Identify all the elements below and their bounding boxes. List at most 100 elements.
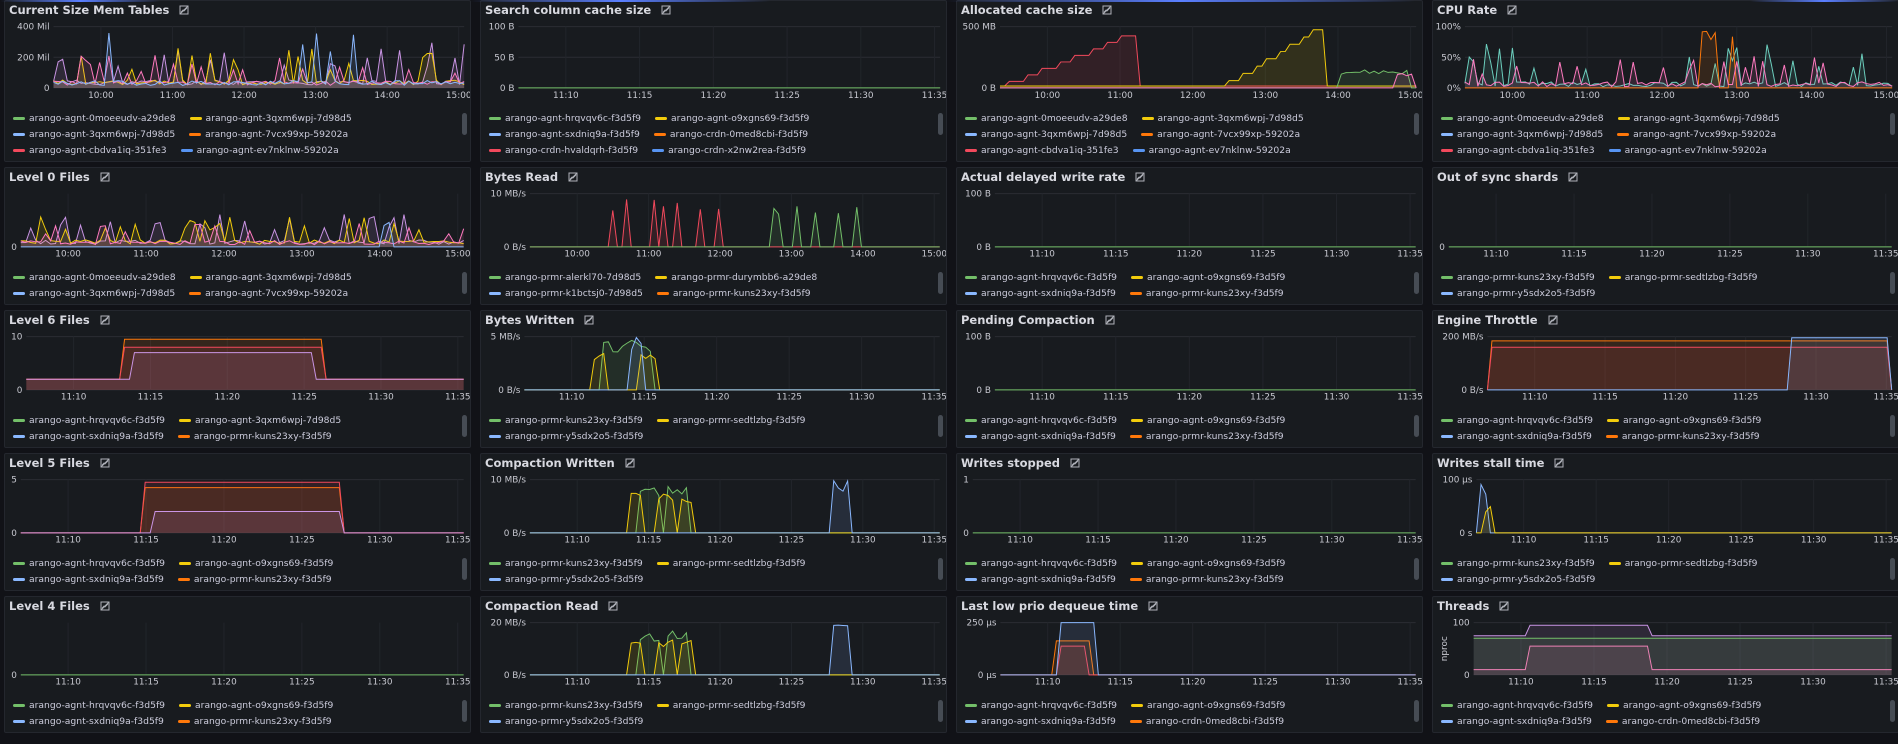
panel-title[interactable]: Actual delayed write rate (961, 170, 1145, 184)
legend-scrollbar[interactable] (462, 415, 467, 437)
no-data-chart-icon[interactable] (100, 601, 110, 611)
legend-item[interactable]: arango-agnt-0moeeudv-a29de8 (13, 270, 176, 286)
legend-item[interactable]: arango-agnt-hrqvqv6c-f3d5f9 (1441, 413, 1593, 429)
legend-item[interactable]: arango-agnt-cbdva1iq-351fe3 (13, 143, 167, 159)
legend-item[interactable]: arango-prmr-kuns23xy-f3d5f9 (1441, 556, 1595, 572)
timeseries-chart[interactable]: 200 MB/s 0 B/s 11:10 11:15 11:20 11:25 11:30 11… (1433, 311, 1898, 447)
legend-item[interactable]: arango-prmr-y5sdx2o5-f3d5f9 (489, 429, 643, 445)
legend-item[interactable]: arango-crdn-0med8cbi-f3d5f9 (1605, 714, 1760, 730)
legend-item[interactable]: arango-agnt-hrqvqv6c-f3d5f9 (965, 413, 1117, 429)
legend-item[interactable]: arango-agnt-sxdniq9a-f3d5f9 (965, 572, 1116, 588)
timeseries-chart[interactable]: 0 10:00 11:00 12:00 13:00 14:00 15:00 (5, 168, 470, 304)
timeseries-chart[interactable]: 100% 50% 0% 10:00 11:00 12:00 13:00 14:00 15:00 (1433, 1, 1898, 161)
panel-title[interactable]: Search column cache size (485, 3, 671, 17)
panel-bytes-written[interactable]: Bytes Written 5 MB/s 0 B/s 11:10 11:15 11:20 1… (480, 310, 947, 448)
legend-scrollbar[interactable] (462, 113, 467, 135)
timeseries-chart[interactable]: 250 µs 0 µs 11:10 11:15 11:20 11:25 11:30 11:35 (957, 597, 1422, 732)
legend-item[interactable]: arango-agnt-ev7nklnw-59202a (1608, 143, 1767, 159)
timeseries-chart[interactable]: 100 µs 0 s 11:10 11:15 11:20 11:25 11:30 11:35 (1433, 454, 1898, 590)
legend-item[interactable]: arango-agnt-hrqvqv6c-f3d5f9 (13, 556, 165, 572)
legend-item[interactable]: arango-agnt-o9xgns69-f3d5f9 (1131, 556, 1285, 572)
legend-item[interactable]: arango-agnt-hrqvqv6c-f3d5f9 (965, 698, 1117, 714)
legend-item[interactable]: arango-agnt-hrqvqv6c-f3d5f9 (1441, 698, 1593, 714)
legend-item[interactable]: arango-agnt-hrqvqv6c-f3d5f9 (489, 111, 641, 127)
legend-item[interactable]: arango-prmr-k1bctsj0-7d98d5 (489, 286, 643, 302)
timeseries-chart[interactable]: 10 0 11:10 11:15 11:20 11:25 11:30 11:35 (5, 311, 470, 447)
panel-last-low-prio-dequeue-time[interactable]: Last low prio dequeue time 250 µs 0 µs 11:1… (956, 596, 1423, 733)
no-data-chart-icon[interactable] (1102, 5, 1112, 15)
no-data-chart-icon[interactable] (1148, 601, 1158, 611)
no-data-chart-icon[interactable] (1135, 172, 1145, 182)
no-data-chart-icon[interactable] (568, 172, 578, 182)
legend-item[interactable]: arango-agnt-ev7nklnw-59202a (180, 143, 339, 159)
panel-compaction-written[interactable]: Compaction Written 10 MB/s 0 B/s 11:10 11:15… (480, 453, 947, 591)
panel-cpu-rate[interactable]: CPU Rate 100% 50% 0% 10:00 11:00 12:00 13:00 14:… (1432, 0, 1898, 162)
legend-item[interactable]: arango-agnt-sxdniq9a-f3d5f9 (1441, 429, 1592, 445)
panel-actual-delayed-write-rate[interactable]: Actual delayed write rate 100 B 0 B 11:10 11… (956, 167, 1423, 305)
legend-scrollbar[interactable] (462, 558, 467, 580)
legend-item[interactable]: arango-agnt-o9xgns69-f3d5f9 (179, 556, 333, 572)
legend-item[interactable]: arango-crdn-0med8cbi-f3d5f9 (653, 127, 808, 143)
legend-item[interactable]: arango-prmr-kuns23xy-f3d5f9 (177, 714, 332, 730)
panel-title[interactable]: Level 5 Files (9, 456, 110, 470)
legend-item[interactable]: arango-agnt-o9xgns69-f3d5f9 (1131, 413, 1285, 429)
legend-item[interactable]: arango-prmr-kuns23xy-f3d5f9 (177, 429, 332, 445)
legend-item[interactable]: arango-agnt-sxdniq9a-f3d5f9 (489, 127, 640, 143)
panel-title[interactable]: Level 0 Files (9, 170, 110, 184)
legend-item[interactable]: arango-agnt-3qxm6wpj-7d98d5 (179, 413, 341, 429)
legend-item[interactable]: arango-agnt-0moeeudv-a29de8 (13, 111, 176, 127)
legend-item[interactable]: arango-agnt-3qxm6wpj-7d98d5 (1617, 111, 1780, 127)
legend-item[interactable]: arango-prmr-kuns23xy-f3d5f9 (1129, 286, 1284, 302)
legend-item[interactable]: arango-prmr-kuns23xy-f3d5f9 (1605, 429, 1760, 445)
legend-item[interactable]: arango-agnt-7vcx99xp-59202a (1141, 127, 1300, 143)
panel-level-6-files[interactable]: Level 6 Files 10 0 11:10 11:15 11:20 11:25 11:3… (4, 310, 471, 448)
panel-title[interactable]: Writes stall time (1437, 456, 1564, 470)
legend-item[interactable]: arango-prmr-kuns23xy-f3d5f9 (489, 698, 643, 714)
legend-scrollbar[interactable] (1890, 272, 1895, 294)
no-data-chart-icon[interactable] (1507, 5, 1517, 15)
legend-item[interactable]: arango-agnt-ev7nklnw-59202a (1132, 143, 1291, 159)
legend-item[interactable]: arango-agnt-7vcx99xp-59202a (189, 127, 348, 143)
no-data-chart-icon[interactable] (625, 458, 635, 468)
panel-title[interactable]: Threads (1437, 599, 1509, 613)
panel-level-0-files[interactable]: Level 0 Files 0 10:00 11:00 12:00 13:00 14:00 1… (4, 167, 471, 305)
timeseries-chart[interactable]: 500 MB 0 B 10:00 11:00 12:00 13:00 14:00 15:00 (957, 1, 1422, 161)
timeseries-chart[interactable]: 20 MB/s 0 B/s 11:10 11:15 11:20 11:25 11:30 11:… (481, 597, 946, 732)
legend-item[interactable]: arango-agnt-sxdniq9a-f3d5f9 (13, 429, 164, 445)
legend-item[interactable]: arango-agnt-o9xgns69-f3d5f9 (1607, 698, 1761, 714)
legend-scrollbar[interactable] (1414, 415, 1419, 437)
timeseries-chart[interactable]: 100 B 0 B 11:10 11:15 11:20 11:25 11:30 11:35 (957, 311, 1422, 447)
legend-item[interactable]: arango-prmr-y5sdx2o5-f3d5f9 (489, 714, 643, 730)
no-data-chart-icon[interactable] (661, 5, 671, 15)
legend-item[interactable]: arango-agnt-o9xgns69-f3d5f9 (1607, 413, 1761, 429)
timeseries-chart[interactable]: 10 MB/s 0 B/s 11:10 11:15 11:20 11:25 11:30 11:… (481, 454, 946, 590)
no-data-chart-icon[interactable] (1105, 315, 1115, 325)
legend-item[interactable]: arango-agnt-o9xgns69-f3d5f9 (179, 698, 333, 714)
legend-item[interactable]: arango-prmr-sedtlzbg-f3d5f9 (656, 413, 806, 429)
panel-engine-throttle[interactable]: Engine Throttle 200 MB/s 0 B/s 11:10 11:15 11… (1432, 310, 1898, 448)
legend-scrollbar[interactable] (1414, 700, 1419, 722)
panel-title[interactable]: CPU Rate (1437, 3, 1517, 17)
panel-allocated-cache-size[interactable]: Allocated cache size 500 MB 0 B 10:00 11:00 1… (956, 0, 1423, 162)
legend-item[interactable]: arango-prmr-y5sdx2o5-f3d5f9 (1441, 286, 1595, 302)
legend-item[interactable]: arango-prmr-sedtlzbg-f3d5f9 (1608, 270, 1758, 286)
legend-item[interactable]: arango-prmr-kuns23xy-f3d5f9 (177, 572, 332, 588)
timeseries-chart[interactable]: 5 MB/s 0 B/s 11:10 11:15 11:20 11:25 11:30 11:3… (481, 311, 946, 447)
panel-pending-compaction[interactable]: Pending Compaction 100 B 0 B 11:10 11:15 11:2… (956, 310, 1423, 448)
no-data-chart-icon[interactable] (1548, 315, 1558, 325)
panel-current-size-mem-tables[interactable]: Current Size Mem Tables 400 Mil 200 Mil 0 10… (4, 0, 471, 162)
legend-item[interactable]: arango-agnt-7vcx99xp-59202a (189, 286, 348, 302)
legend-item[interactable]: arango-prmr-y5sdx2o5-f3d5f9 (1441, 572, 1595, 588)
timeseries-chart[interactable]: 5 0 11:10 11:15 11:20 11:25 11:30 11:35 (5, 454, 470, 590)
panel-threads[interactable]: Threads nproc 100 0 11:10 11:15 11:20 11:25 11:3… (1432, 596, 1898, 733)
no-data-chart-icon[interactable] (100, 172, 110, 182)
legend-item[interactable]: arango-prmr-sedtlzbg-f3d5f9 (1608, 556, 1758, 572)
legend-item[interactable]: arango-prmr-sedtlzbg-f3d5f9 (656, 556, 806, 572)
legend-item[interactable]: arango-agnt-hrqvqv6c-f3d5f9 (965, 270, 1117, 286)
legend-item[interactable]: arango-crdn-0med8cbi-f3d5f9 (1129, 714, 1284, 730)
timeseries-chart[interactable]: 10 MB/s 0 B/s 10:00 11:00 12:00 13:00 14:00 15:… (481, 168, 946, 304)
panel-title[interactable]: Compaction Written (485, 456, 635, 470)
legend-scrollbar[interactable] (1890, 700, 1895, 722)
legend-item[interactable]: arango-prmr-alerkl70-7d98d5 (489, 270, 641, 286)
legend-scrollbar[interactable] (1414, 113, 1419, 135)
